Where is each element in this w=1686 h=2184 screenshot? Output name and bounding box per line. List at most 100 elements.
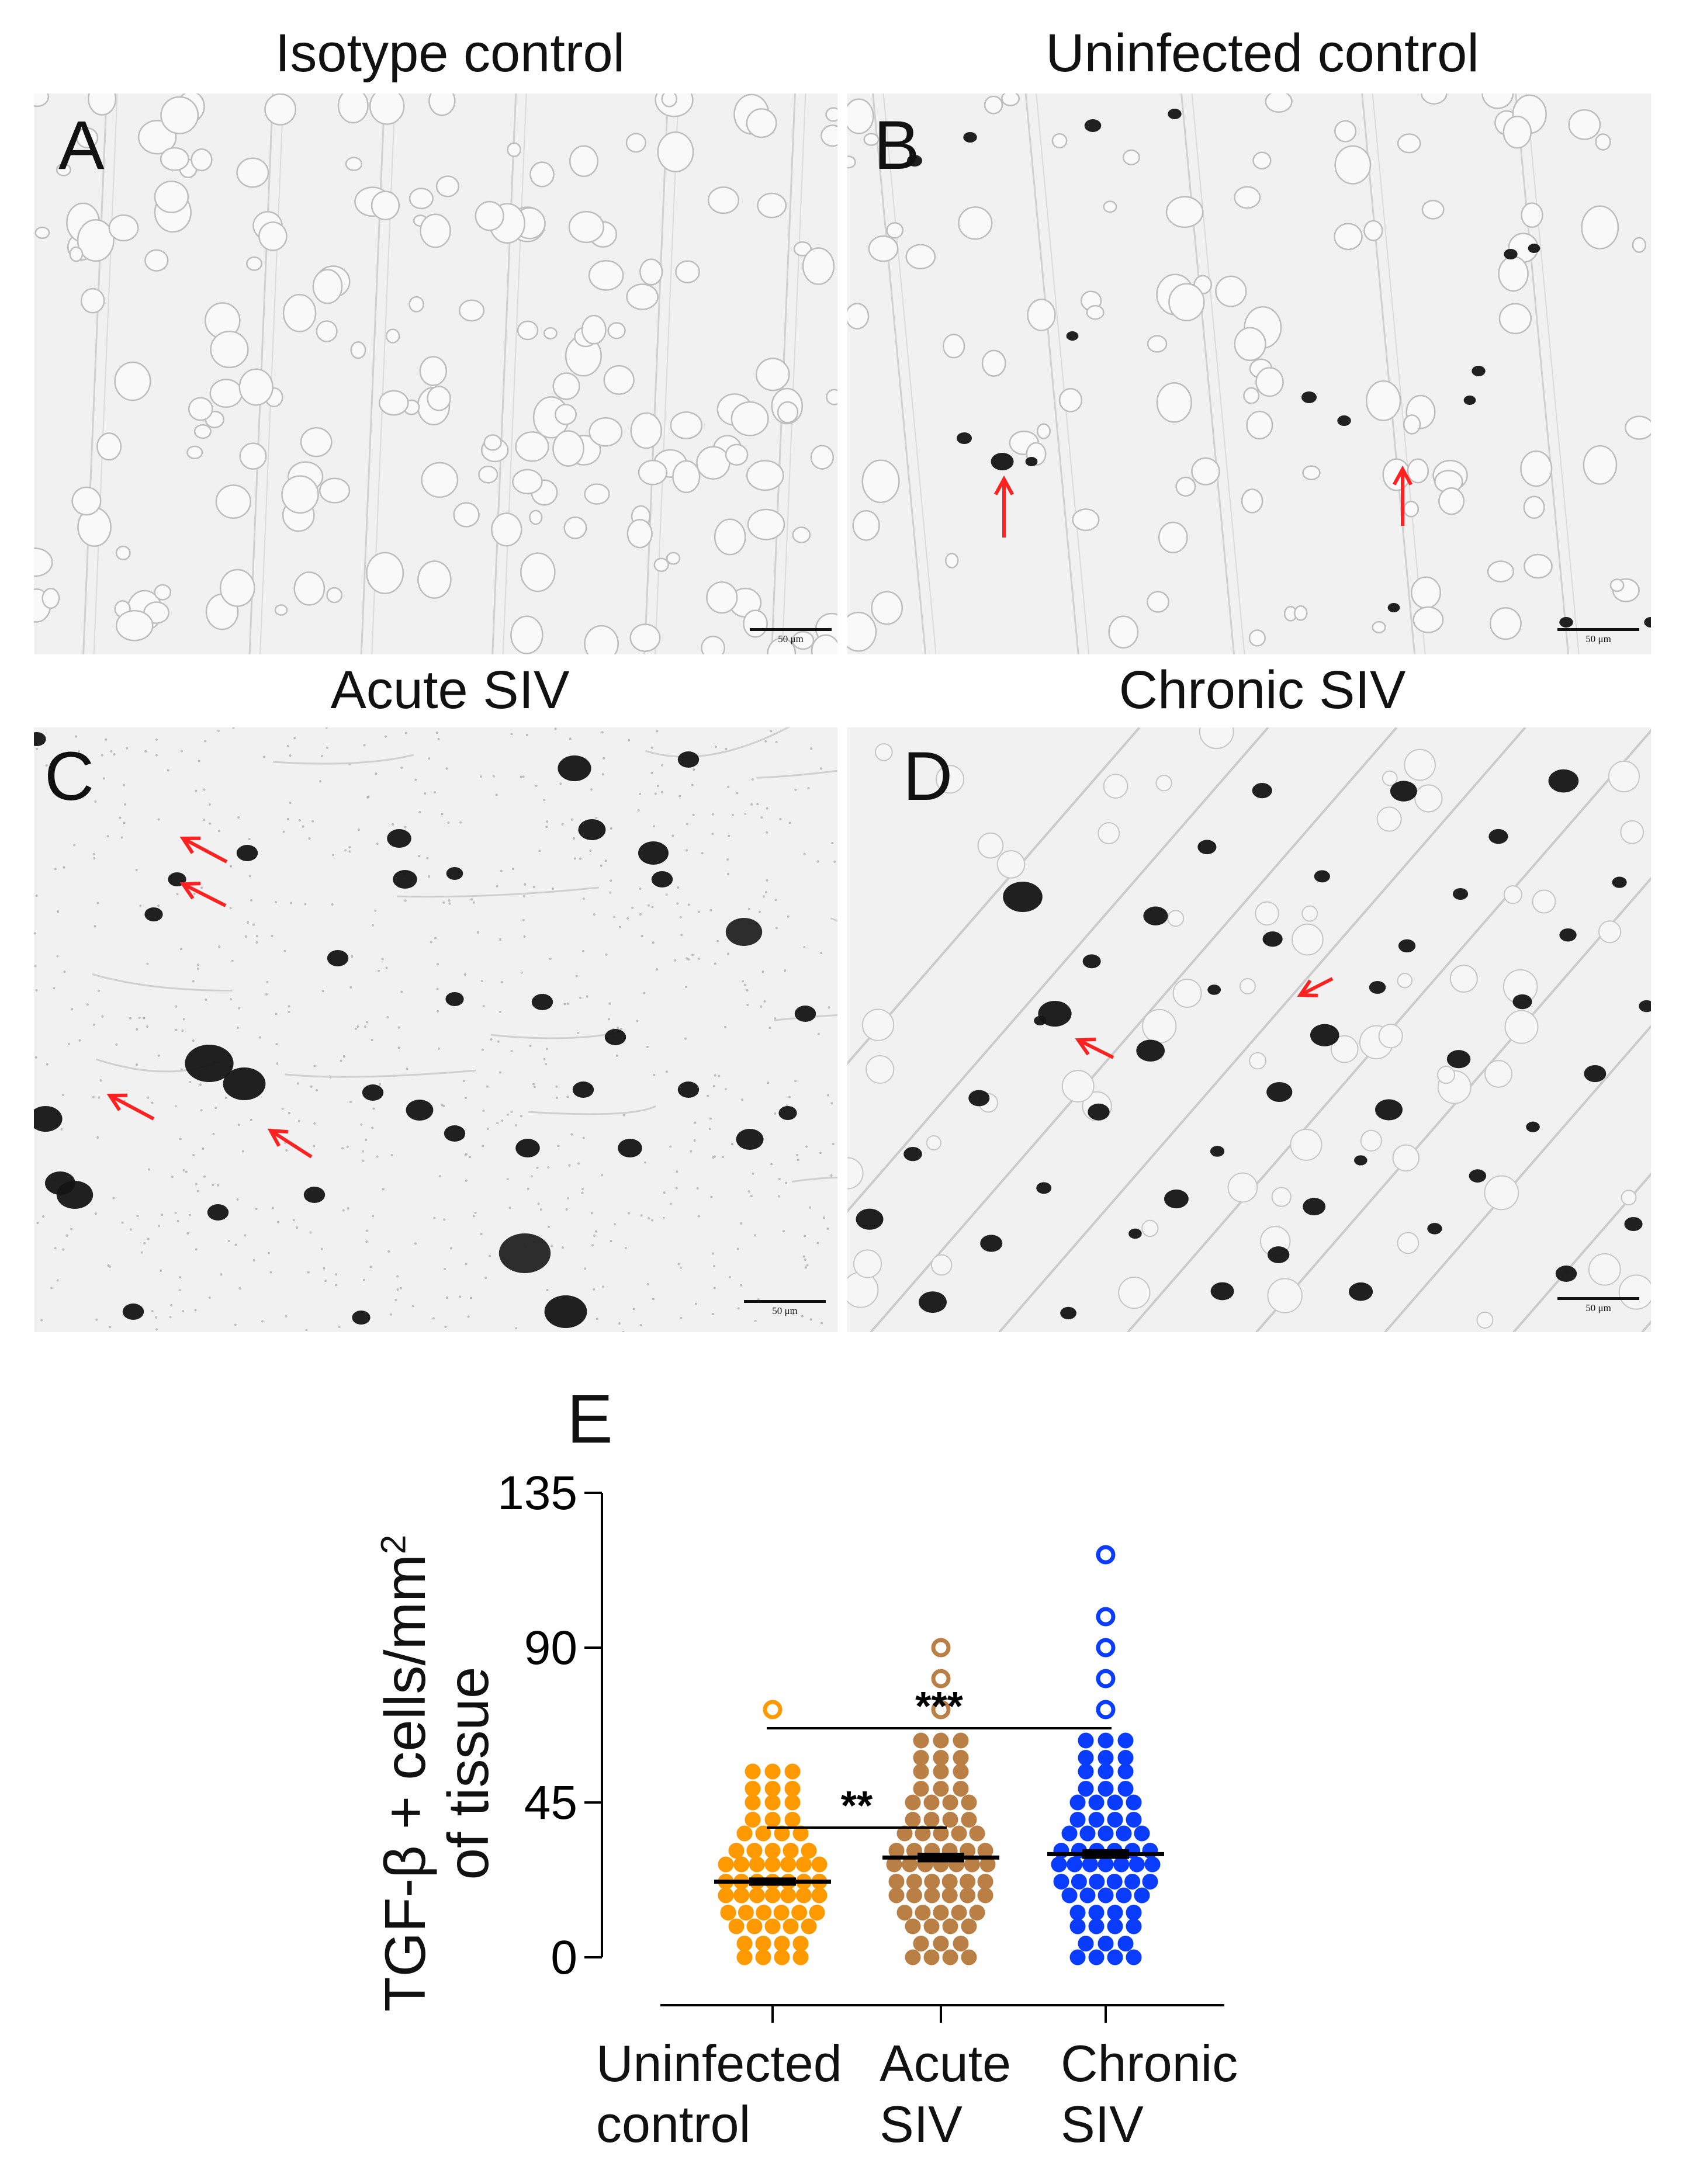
stained-cell: [736, 1129, 764, 1150]
data-point: [906, 1873, 922, 1890]
stained-cell: [651, 871, 673, 888]
stained-cell: [406, 1100, 434, 1121]
data-point: [913, 1749, 929, 1766]
data-point: [1126, 1811, 1142, 1828]
data-point: [783, 1842, 799, 1859]
red-arrow: [1075, 1037, 1114, 1059]
data-point: [1069, 1811, 1086, 1828]
stained-cell: [919, 1291, 947, 1313]
stained-cell: [1504, 249, 1518, 259]
stained-cell: [963, 132, 977, 143]
data-point: [718, 1887, 734, 1904]
red-arrow: [267, 1128, 313, 1159]
stained-cell: [778, 1106, 797, 1120]
data-point: [1113, 1856, 1130, 1873]
data-point: [960, 1887, 976, 1904]
stained-cell: [144, 907, 163, 921]
stained-cell: [444, 1125, 466, 1142]
scale-bar-label: 50 μm: [778, 633, 804, 644]
data-point: [764, 1856, 781, 1873]
micrograph-uninfected-control: B 50 μm: [847, 93, 1651, 654]
y-tick-label: 45: [524, 1776, 577, 1829]
stained-cell: [1624, 1217, 1643, 1231]
data-point: [961, 1918, 977, 1935]
panel-a-title: Isotype control: [275, 23, 625, 83]
stained-cell: [498, 1233, 551, 1273]
data-point: [1144, 1856, 1161, 1873]
data-point: [791, 1904, 808, 1920]
data-point: [746, 1918, 763, 1935]
x-category-line: Chronic: [1061, 2034, 1238, 2092]
stained-cell: [856, 1208, 884, 1230]
data-point: [1107, 1811, 1123, 1828]
x-category-line: Uninfected: [596, 2034, 842, 2092]
data-point: [801, 1918, 817, 1935]
data-point: [792, 1825, 809, 1842]
data-point: [728, 1842, 745, 1859]
tissue-texture: [34, 93, 837, 654]
data-point: [1096, 1607, 1116, 1627]
data-point: [915, 1904, 931, 1920]
data-point: [906, 1887, 922, 1904]
data-point: [1107, 1794, 1123, 1811]
series-1: [886, 1638, 996, 1965]
data-point: [913, 1763, 929, 1780]
data-point: [1124, 1873, 1141, 1890]
data-point: [1051, 1856, 1067, 1873]
stained-cell: [1469, 1169, 1487, 1183]
stained-cell: [1584, 1065, 1607, 1083]
panel-label-c: C: [44, 738, 95, 815]
data-point: [756, 1904, 772, 1920]
micrograph-isotype-control: A 50 μm: [34, 93, 837, 654]
stained-cell: [1301, 391, 1317, 403]
data-point: [953, 1732, 969, 1749]
data-point: [961, 1794, 977, 1811]
data-point: [888, 1887, 905, 1904]
series-2: [1051, 1545, 1161, 1965]
data-point: [953, 1749, 969, 1766]
stained-cell: [1210, 1282, 1234, 1301]
data-point: [905, 1794, 921, 1811]
y-axis-label: TGF-β + cells/mm2 of tissue: [373, 1405, 500, 2141]
data-point: [1061, 1825, 1078, 1842]
data-point: [733, 1887, 750, 1904]
data-point: [809, 1904, 825, 1920]
stained-cell: [1136, 1039, 1165, 1062]
stained-cell: [980, 1235, 1003, 1252]
data-point: [764, 1794, 781, 1811]
stained-cell: [1488, 828, 1508, 844]
data-point: [1096, 1545, 1116, 1565]
red-arrow: [179, 836, 228, 864]
data-point: [755, 1825, 771, 1842]
data-point: [1134, 1825, 1150, 1842]
stained-cell: [1354, 1155, 1368, 1166]
data-point: [961, 1811, 977, 1828]
data-point: [1088, 1949, 1105, 1965]
stained-cell: [1463, 396, 1476, 405]
stained-cell: [1036, 1182, 1052, 1194]
data-point: [923, 1794, 940, 1811]
data-point: [801, 1842, 817, 1859]
data-point: [1126, 1794, 1142, 1811]
data-point: [931, 1669, 951, 1689]
stained-cell: [1349, 1282, 1373, 1301]
data-point: [1116, 1825, 1132, 1842]
data-point: [913, 1732, 929, 1749]
stained-cell: [1038, 1001, 1072, 1027]
data-point: [1134, 1887, 1150, 1904]
data-point: [941, 1887, 958, 1904]
stained-cell: [677, 1081, 700, 1098]
stained-cell: [1197, 840, 1217, 855]
data-point: [780, 1887, 797, 1904]
data-point: [960, 1873, 976, 1890]
scale-bar-label: 50 μm: [1585, 633, 1611, 644]
data-point: [764, 1811, 781, 1828]
data-point: [1117, 1935, 1134, 1951]
data-point: [736, 1949, 753, 1965]
data-point: [931, 1700, 951, 1720]
data-point: [1098, 1887, 1114, 1904]
data-point: [1098, 1856, 1114, 1873]
data-point: [923, 1811, 940, 1828]
stained-cells: [34, 732, 816, 1328]
panel-b-title: Uninfected control: [1045, 23, 1479, 83]
